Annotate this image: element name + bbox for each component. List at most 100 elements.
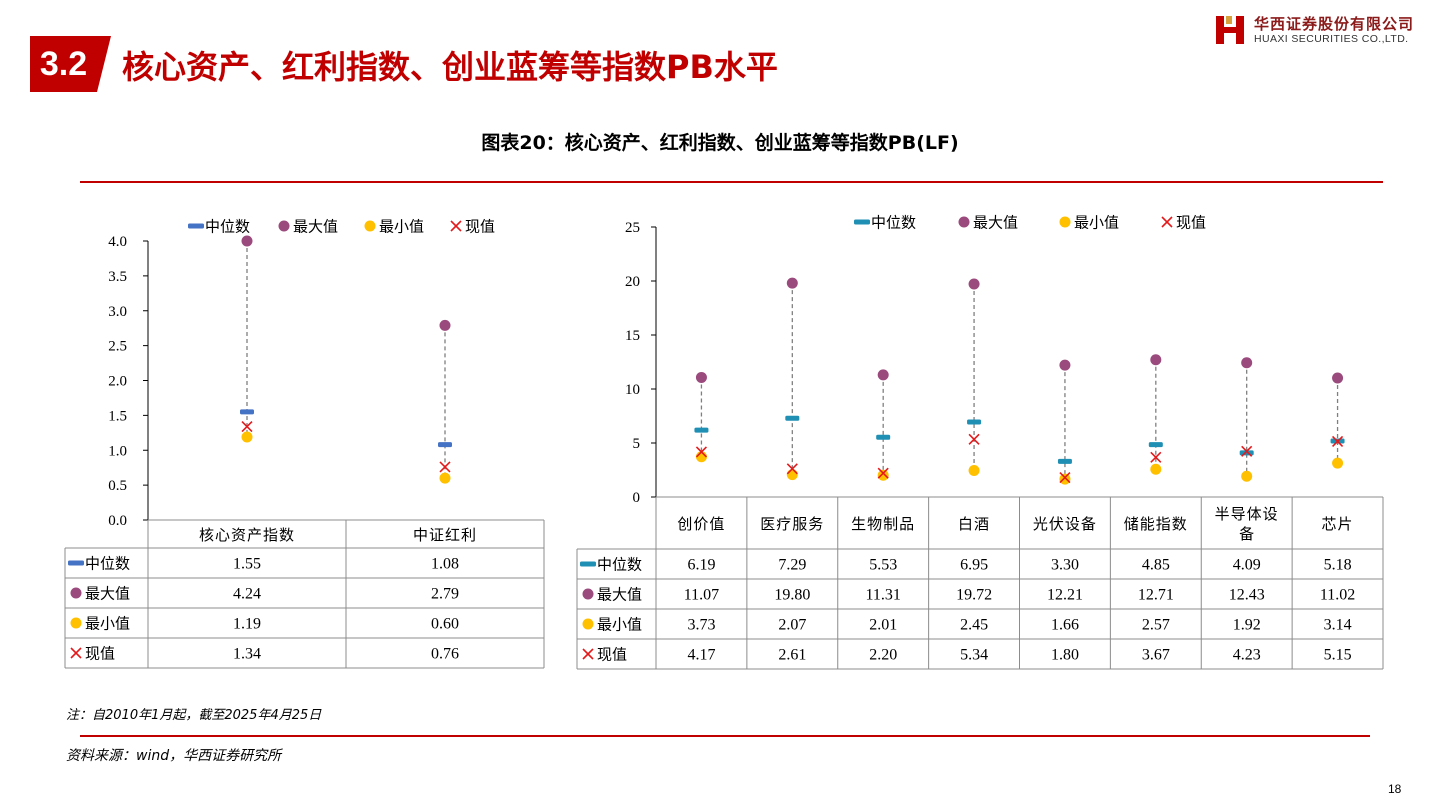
min-marker: [786, 469, 798, 481]
current-marker: [695, 446, 708, 458]
legend-label: 最大值: [973, 214, 1018, 232]
table-cell-value: 19.72: [956, 587, 992, 604]
legend-label: 最大值: [293, 218, 338, 236]
row-label: 最大值: [597, 586, 642, 604]
current-marker: [1241, 445, 1253, 457]
table-cell-value: 2.57: [1142, 617, 1170, 634]
table-cell-value: 2.45: [960, 617, 988, 634]
current-marker: [968, 433, 980, 445]
category-label: 备: [1239, 525, 1254, 543]
current-marker: [786, 463, 798, 475]
y-tick-label: 3.5: [108, 269, 127, 285]
figure-title: 图表20：核心资产、红利指数、创业蓝筹等指数PB(LF): [481, 132, 959, 154]
max-legend-icon: [958, 216, 970, 228]
table-cell-value: 4.23: [1233, 647, 1261, 664]
table-cell-value: 2.20: [869, 647, 897, 664]
max-marker: [1059, 359, 1071, 371]
row-label: 最小值: [85, 615, 130, 633]
table-cell-value: 1.19: [233, 616, 261, 633]
category-label: 中证红利: [413, 526, 477, 544]
min-marker: [1059, 473, 1071, 485]
legend-label: 中位数: [871, 214, 916, 232]
y-tick-label: 1.5: [108, 408, 127, 424]
y-tick-label: 0.0: [108, 513, 127, 529]
table-cell-value: 5.18: [1324, 557, 1352, 574]
median-marker: [876, 434, 891, 440]
page-number: 18: [1388, 782, 1402, 796]
legend-label: 最小值: [379, 218, 424, 236]
table-cell-value: 6.95: [960, 557, 988, 574]
table-cell-value: 19.80: [774, 587, 810, 604]
source-note: 资料来源：wind，华西证券研究所: [66, 748, 282, 764]
y-tick-label: 2.5: [108, 339, 127, 355]
current-marker: [1059, 471, 1071, 484]
table-cell-value: 3.67: [1142, 647, 1170, 664]
table-cell-value: 11.02: [1320, 587, 1355, 604]
max-marker: [786, 277, 798, 289]
current-marker: [241, 420, 253, 433]
current-marker: [1059, 471, 1071, 484]
y-tick-label: 5: [633, 436, 641, 452]
median-marker: [1057, 458, 1072, 464]
current-marker: [1331, 435, 1344, 447]
table-cell-value: 2.07: [778, 617, 806, 634]
table-cell-value: 0.60: [431, 616, 459, 633]
table-cell-value: 1.66: [1051, 617, 1079, 634]
logo-english-name: HUAXI SECURITIES CO.,LTD.: [1254, 33, 1409, 45]
max-legend-icon: [70, 587, 82, 599]
table-cell-value: 11.31: [865, 587, 900, 604]
row-label: 最小值: [597, 616, 642, 634]
table-cell-value: 12.21: [1047, 587, 1083, 604]
table-cell-value: 4.09: [1233, 557, 1261, 574]
min-marker: [241, 431, 253, 443]
logo-chinese-name: 华西证券股份有限公司: [1254, 15, 1415, 33]
current-marker: [439, 461, 451, 473]
category-label: 芯片: [1322, 515, 1354, 533]
y-tick-label: 10: [625, 382, 640, 398]
median-marker: [694, 427, 709, 433]
min-marker: [439, 472, 451, 484]
min-legend-icon: [582, 618, 594, 630]
max-marker: [1241, 357, 1253, 369]
table-cell-value: 12.71: [1138, 587, 1174, 604]
table-cell-value: 2.01: [869, 617, 897, 634]
section-number-badge: 3.2: [30, 36, 111, 92]
max-marker: [1332, 372, 1344, 384]
min-legend-icon: [364, 220, 376, 232]
median-legend-icon: [188, 223, 204, 229]
category-label: 光伏设备: [1033, 515, 1097, 533]
category-label: 半导体设: [1215, 505, 1279, 523]
min-marker: [877, 469, 889, 481]
min-marker: [968, 465, 980, 477]
legend-label: 现值: [1176, 214, 1206, 232]
row-label: 现值: [597, 646, 627, 664]
median-legend-icon: [580, 561, 596, 567]
category-label: 核心资产指数: [199, 526, 295, 544]
page-title: 核心资产、红利指数、创业蓝筹等指数PB水平: [122, 48, 778, 86]
min-legend-icon: [70, 617, 82, 629]
max-legend-icon: [582, 588, 594, 600]
current-marker: [786, 463, 798, 475]
table-cell-value: 7.29: [778, 557, 806, 574]
current-marker: [1331, 435, 1344, 447]
table-cell-value: 6.19: [687, 557, 715, 574]
table-cell-value: 1.80: [1051, 647, 1079, 664]
huaxi-logo-icon: [1216, 16, 1244, 44]
min-legend-icon: [1059, 216, 1071, 228]
current-marker: [695, 446, 708, 458]
current-legend-icon: [450, 220, 462, 232]
row-label: 现值: [85, 645, 115, 663]
legend-label: 中位数: [205, 218, 250, 236]
table-cell-value: 4.24: [233, 586, 261, 603]
top-divider: [80, 181, 1383, 183]
category-label: 医疗服务: [760, 515, 824, 533]
current-marker: [1241, 445, 1253, 457]
current-marker: [1150, 451, 1162, 463]
min-marker: [1150, 463, 1162, 475]
y-tick-label: 0: [633, 490, 641, 506]
table-cell-value: 3.73: [687, 617, 715, 634]
median-marker: [1148, 442, 1163, 448]
median-marker: [967, 419, 982, 425]
min-marker: [695, 451, 707, 463]
